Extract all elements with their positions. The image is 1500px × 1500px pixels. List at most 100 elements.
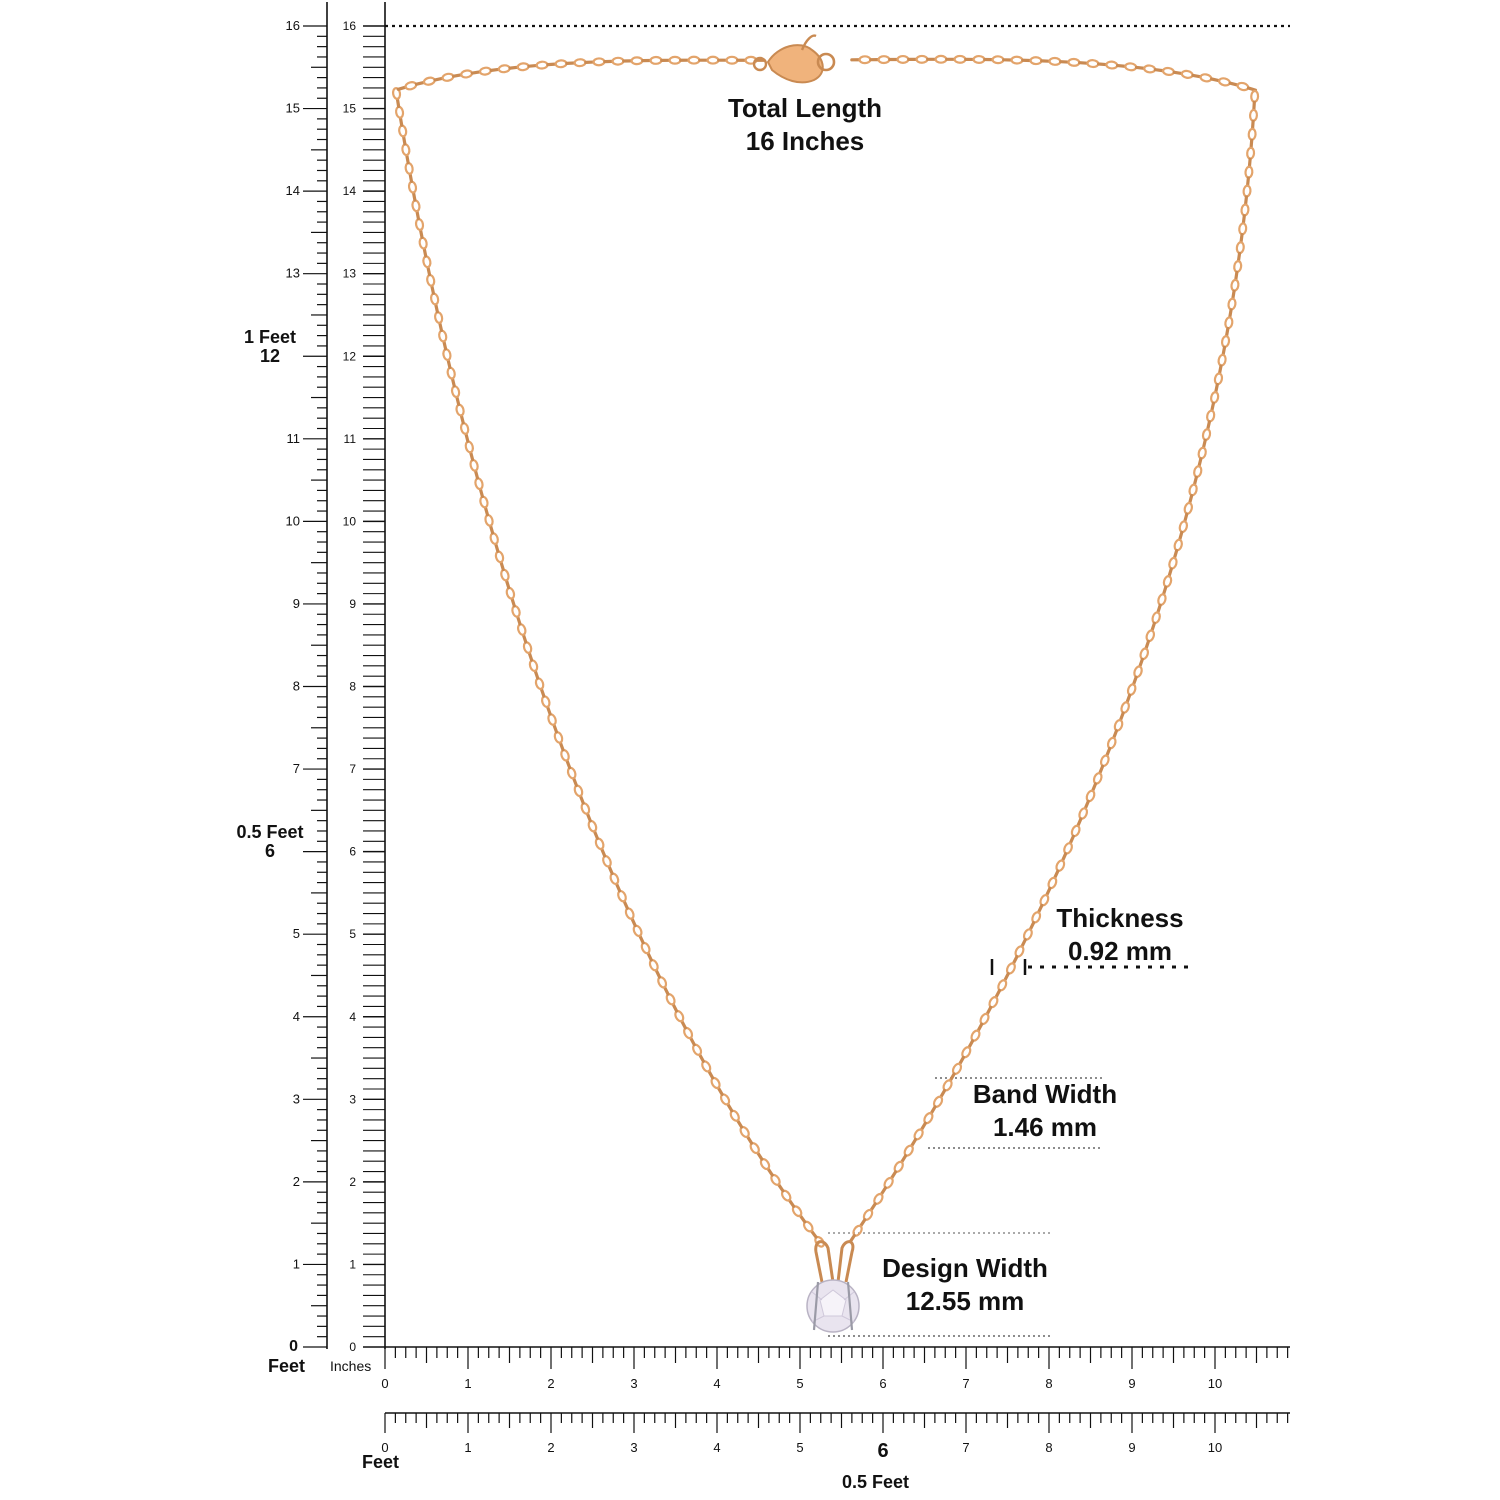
inches-ruler-tick-label: 5 — [349, 927, 356, 941]
chain-link — [1183, 512, 1189, 523]
chain-link — [649, 55, 663, 65]
chain-link — [726, 1102, 734, 1113]
chain-link — [546, 62, 557, 67]
chain-link — [1214, 383, 1219, 394]
bottom-half-foot-label: 0.5 Feet — [842, 1472, 910, 1492]
chain-link — [1228, 308, 1233, 319]
chain-link — [573, 784, 584, 798]
chain-link — [554, 59, 568, 69]
chain-link — [607, 865, 614, 875]
chain-link — [398, 124, 408, 138]
horizontal-feet-tick-label: 9 — [1128, 1440, 1135, 1455]
chain-link — [1085, 789, 1096, 803]
feet-ruler-tick-label: 14 — [286, 183, 300, 198]
chain-link — [546, 705, 552, 716]
chain-link — [455, 403, 465, 417]
design-width-label: Design Width 12.55 mm — [870, 1252, 1060, 1318]
feet-ruler-tick-label: 2 — [293, 1174, 300, 1189]
clasp-body — [766, 44, 824, 84]
chain-link — [1078, 807, 1089, 820]
chain-link — [558, 741, 565, 752]
feet-ruler-tick-label: 11 — [287, 431, 301, 446]
chain-link — [638, 934, 645, 945]
chain-link — [668, 55, 682, 65]
feet-ruler-tick-label: 5 — [293, 926, 300, 941]
horizontal-feet-tick-label: 2 — [547, 1440, 554, 1455]
chain-link — [1045, 886, 1052, 897]
chain-link — [422, 76, 436, 86]
chain-link — [415, 210, 420, 221]
chain-link — [494, 542, 500, 553]
chain-link — [663, 985, 670, 996]
chain-link — [1210, 401, 1216, 412]
chain-link — [418, 236, 428, 250]
chain-link — [687, 55, 701, 65]
band-width-value: 1.46 mm — [992, 1112, 1098, 1142]
chain-link — [429, 292, 440, 306]
vertical-inches-unit: Inches — [330, 1358, 372, 1374]
chain-link — [1053, 869, 1060, 880]
chain-link — [1221, 345, 1227, 356]
horizontal-inches-tick-label: 0 — [381, 1376, 388, 1391]
clasp-ring — [816, 52, 836, 72]
chain-link — [991, 55, 1005, 65]
chain-link — [540, 695, 551, 708]
chain-link — [976, 1022, 984, 1033]
chain-link — [566, 766, 577, 780]
chain-link — [395, 105, 405, 119]
chain-link — [516, 615, 522, 626]
chain-link — [1178, 520, 1189, 534]
design-width-title: Design Width — [882, 1253, 1048, 1283]
chain-link — [1225, 326, 1230, 338]
horizontal-inches-tick-label: 9 — [1128, 1376, 1135, 1391]
chain-link — [671, 1002, 679, 1013]
chain-link — [1201, 438, 1207, 449]
chain-link — [474, 477, 484, 491]
round-solitaire-gem-icon — [806, 1240, 860, 1333]
horizontal-inches-tick-label: 10 — [1208, 1376, 1222, 1391]
chain-link — [777, 1183, 785, 1193]
chain-link — [494, 550, 505, 564]
chain-link — [505, 586, 516, 600]
chain-link — [920, 1121, 927, 1131]
chain-link — [725, 55, 739, 65]
chain-link — [1246, 146, 1256, 160]
chain-link — [1119, 711, 1125, 722]
chain-link — [441, 72, 455, 82]
chain-link — [1124, 62, 1138, 72]
chain-link — [798, 1214, 807, 1224]
chain-link — [1227, 297, 1237, 311]
chain-link — [1250, 119, 1255, 130]
chain-link — [1063, 842, 1073, 855]
chain-link — [1020, 938, 1027, 948]
chain-link — [1235, 241, 1245, 255]
chain-link — [810, 1229, 818, 1239]
chain-link — [602, 855, 612, 868]
chain-link — [858, 55, 872, 65]
chain-link — [1239, 233, 1244, 244]
feet-ruler-tick-label: 4 — [293, 1009, 300, 1024]
total-length-value: 16 Inches — [745, 126, 865, 156]
chain-link — [890, 1170, 898, 1180]
chain-link — [593, 830, 599, 840]
chain-link — [1224, 316, 1234, 330]
chain-link — [455, 395, 461, 406]
inches-ruler-tick-label: 2 — [349, 1175, 356, 1189]
chain-link — [1238, 222, 1248, 236]
chain-link — [646, 951, 653, 962]
chain-link — [522, 641, 533, 654]
chain-link — [534, 677, 545, 691]
chain-link — [1105, 746, 1112, 757]
bail-right — [836, 1240, 855, 1283]
chain-link — [414, 218, 425, 231]
horizontal-feet-tick-label: 0 — [381, 1440, 388, 1455]
chain-link — [1199, 73, 1213, 83]
chain-link — [1167, 567, 1173, 578]
horizontal-inches-tick-label: 7 — [962, 1376, 969, 1391]
chain-link — [516, 62, 530, 72]
thickness-label: Thickness 0.92 mm — [1040, 902, 1200, 968]
chain-link — [1188, 494, 1194, 505]
thickness-value: 0.92 mm — [1067, 936, 1173, 966]
chain-link — [489, 532, 499, 546]
chain-link — [707, 1069, 715, 1080]
